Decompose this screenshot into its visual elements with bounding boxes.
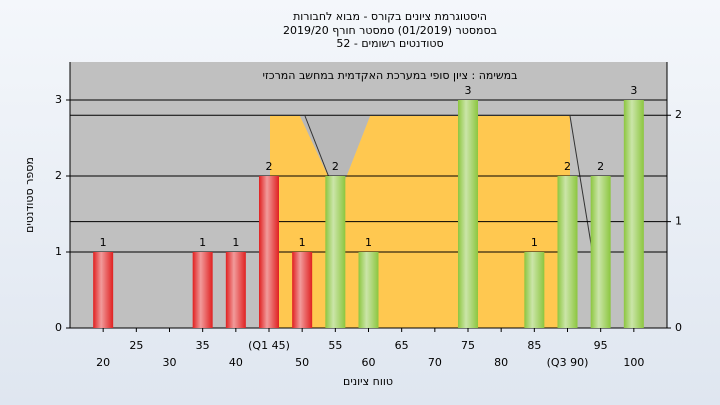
chart-title: היסטוגרמת ציונים בקורס - מבוא לחבורות bbox=[293, 10, 487, 23]
bar bbox=[259, 176, 279, 328]
x-tick-label: 80 bbox=[494, 356, 508, 369]
value-label: 1 bbox=[100, 236, 107, 249]
y2-tick-label: 2 bbox=[675, 108, 682, 121]
y-tick-label: 2 bbox=[55, 169, 62, 182]
x-tick-label: 35 bbox=[196, 339, 210, 352]
bar bbox=[590, 176, 611, 328]
x-tick-label: 50 bbox=[295, 356, 309, 369]
y2-tick-label: 0 bbox=[675, 321, 682, 334]
x-tick-label: 25 bbox=[129, 339, 143, 352]
value-label: 1 bbox=[299, 236, 306, 249]
x-tick-label: 95 bbox=[594, 339, 608, 352]
bar bbox=[623, 100, 644, 328]
value-label: 2 bbox=[564, 160, 571, 173]
chart-subtitle: בסמסטר (01/2019) סמסטר חורף 2019/20 bbox=[283, 24, 497, 37]
box-notch bbox=[300, 116, 370, 180]
x-tick-label: 30 bbox=[163, 356, 177, 369]
value-label: 2 bbox=[266, 160, 273, 173]
y-tick-label: 1 bbox=[55, 245, 62, 258]
value-label: 1 bbox=[232, 236, 239, 249]
bar bbox=[458, 100, 478, 328]
box-line bbox=[569, 115, 593, 251]
bar bbox=[225, 252, 246, 328]
bar bbox=[524, 252, 545, 328]
x-axis-title: טווח ציונים bbox=[343, 375, 393, 388]
chart-subtitle: סטודנטים רשומים - 52 bbox=[336, 37, 443, 50]
x-tick-label: (Q1 45) bbox=[248, 339, 290, 352]
x-tick-label: 75 bbox=[461, 339, 475, 352]
x-tick-label: 65 bbox=[395, 339, 409, 352]
x-tick-label: 40 bbox=[229, 356, 243, 369]
value-label: 2 bbox=[332, 160, 339, 173]
value-label: 1 bbox=[531, 236, 538, 249]
value-label: 1 bbox=[365, 236, 372, 249]
bar bbox=[325, 176, 346, 328]
bar bbox=[292, 252, 313, 328]
x-tick-label: 55 bbox=[328, 339, 342, 352]
bar bbox=[93, 252, 114, 328]
value-label: 3 bbox=[630, 84, 637, 97]
value-label: 2 bbox=[597, 160, 604, 173]
y-axis-title: מספר סטודנטים bbox=[23, 157, 36, 233]
box-line bbox=[304, 115, 331, 181]
y-tick-label: 0 bbox=[55, 321, 62, 334]
x-tick-label: 85 bbox=[527, 339, 541, 352]
value-label: 1 bbox=[199, 236, 206, 249]
value-label: 3 bbox=[465, 84, 472, 97]
bar bbox=[192, 252, 213, 328]
y2-tick-label: 1 bbox=[675, 215, 682, 228]
annotation: במשימה : ציון סופי במערכת האקדמית במחשב … bbox=[263, 69, 518, 82]
x-tick-label: (Q3 90) bbox=[547, 356, 589, 369]
x-tick-label: 20 bbox=[96, 356, 110, 369]
y-tick-label: 3 bbox=[55, 93, 62, 106]
x-tick-label: 70 bbox=[428, 356, 442, 369]
bar bbox=[358, 252, 379, 328]
x-tick-label: 100 bbox=[623, 356, 644, 369]
bar bbox=[557, 176, 578, 328]
x-tick-label: 60 bbox=[362, 356, 376, 369]
